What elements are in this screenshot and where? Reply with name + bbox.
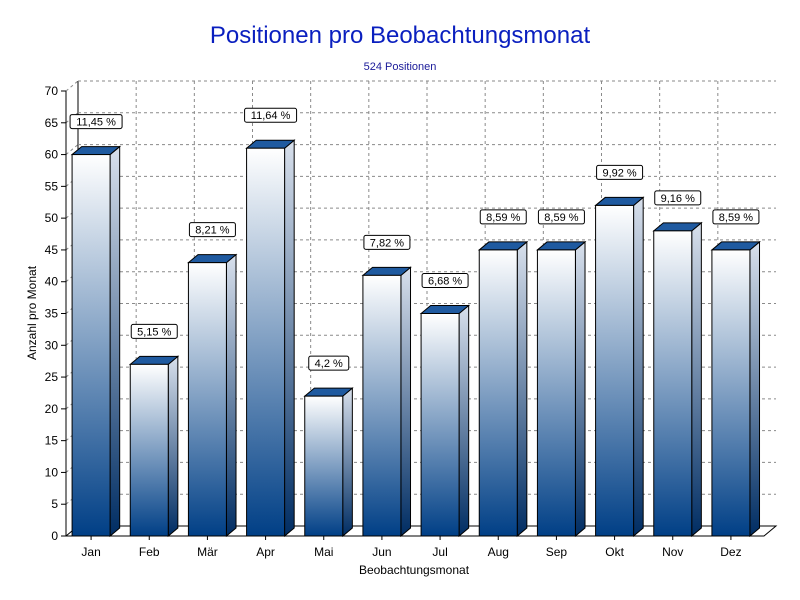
y-tick-label: 15: [45, 434, 59, 448]
data-label: 11,45 %: [76, 117, 116, 129]
bar: [246, 147, 286, 537]
bar-side: [749, 240, 761, 538]
bar-side: [574, 240, 586, 538]
bar-group: [652, 221, 703, 538]
x-tick-label: Okt: [605, 545, 624, 559]
y-tick-label: 25: [45, 370, 59, 384]
bar: [71, 154, 111, 537]
bar-side: [109, 145, 121, 538]
x-axis-title: Beobachtungsmonat: [359, 563, 470, 577]
y-tick-label: 40: [45, 275, 59, 289]
x-tick-label: Sep: [546, 545, 568, 559]
bar: [536, 249, 576, 537]
data-label-box: [308, 355, 350, 371]
bar-group: [419, 304, 471, 538]
data-label-box: [188, 222, 236, 238]
bar-group: [70, 145, 122, 538]
data-label-box: [244, 107, 298, 123]
data-label: 9,92 %: [602, 167, 636, 179]
data-label: 6,68 %: [428, 276, 462, 288]
bar: [711, 249, 751, 537]
data-label: 11,64 %: [251, 110, 291, 122]
data-label-box: [537, 209, 585, 225]
bar: [362, 274, 402, 537]
data-label: 8,59 %: [719, 212, 753, 224]
y-tick-label: 45: [45, 243, 59, 257]
bar-side: [342, 387, 353, 538]
x-tick-label: Apr: [256, 545, 275, 559]
y-tick-label: 5: [51, 497, 58, 511]
y-tick-label: 10: [45, 465, 59, 479]
x-tick-label: Aug: [488, 545, 509, 559]
data-label-box: [712, 209, 760, 225]
bar: [129, 363, 169, 537]
bar: [304, 395, 344, 537]
chart-subtitle: 524 Positionen: [363, 61, 437, 73]
data-label: 9,16 %: [661, 193, 695, 205]
bar: [595, 204, 635, 537]
data-label-box: [130, 323, 178, 339]
data-label: 8,21 %: [195, 225, 229, 237]
data-label-box: [421, 273, 469, 288]
y-tick-label: 50: [45, 211, 59, 225]
bar-group: [128, 355, 180, 538]
gridline-depth: [65, 144, 79, 155]
y-tick-label: 60: [45, 148, 59, 162]
bar-group: [594, 196, 645, 538]
bar-group: [710, 240, 761, 538]
bar-side: [167, 355, 179, 538]
data-label: 4,2 %: [315, 358, 343, 370]
bar: [478, 249, 518, 537]
chart-title: Positionen pro Beobachtungsmonat: [209, 22, 591, 49]
bar-side: [225, 253, 237, 538]
data-label-box: [69, 114, 123, 130]
bar-side: [633, 196, 644, 538]
x-tick-label: Nov: [662, 545, 683, 559]
y-tick-label: 0: [51, 529, 58, 543]
x-tick-label: Mai: [314, 545, 333, 559]
data-label-box: [363, 234, 411, 250]
bar: [420, 313, 460, 537]
x-tick-label: Dez: [720, 545, 741, 559]
bar: [653, 230, 693, 537]
y-tick-label: 70: [45, 84, 59, 98]
bar-side: [284, 139, 295, 538]
x-tick-label: Jun: [372, 545, 391, 559]
bar-group: [477, 240, 529, 538]
y-tick-label: 55: [45, 179, 59, 193]
data-label-box: [596, 164, 644, 180]
data-label: 7,82 %: [370, 237, 404, 249]
y-tick-label: 30: [45, 338, 59, 352]
data-label: 8,59 %: [544, 212, 578, 224]
x-tick-label: Jan: [81, 545, 100, 559]
data-label: 5,15 %: [137, 326, 171, 338]
x-tick-label: Jul: [432, 545, 447, 559]
data-label: 8,59 %: [486, 212, 520, 224]
bar-group: [303, 387, 354, 538]
data-label-box: [654, 190, 702, 206]
bar-side: [458, 304, 470, 538]
y-tick-label: 35: [45, 307, 59, 321]
x-tick-label: Feb: [139, 545, 160, 559]
bar-group: [187, 253, 238, 538]
y-axis-title: Anzahl pro Monat: [25, 265, 39, 360]
bar-side: [400, 266, 412, 538]
data-label-box: [479, 209, 527, 225]
bar-group: [361, 266, 412, 538]
y-tick-label: 20: [45, 402, 59, 416]
bar-group: [245, 139, 296, 538]
bar-group: [536, 240, 587, 538]
bar-side: [516, 240, 528, 538]
y-tick-label: 65: [45, 116, 59, 130]
gridline-depth: [65, 80, 79, 92]
bar: [187, 262, 227, 537]
bar-side: [691, 221, 702, 538]
x-tick-label: Mär: [197, 545, 218, 559]
